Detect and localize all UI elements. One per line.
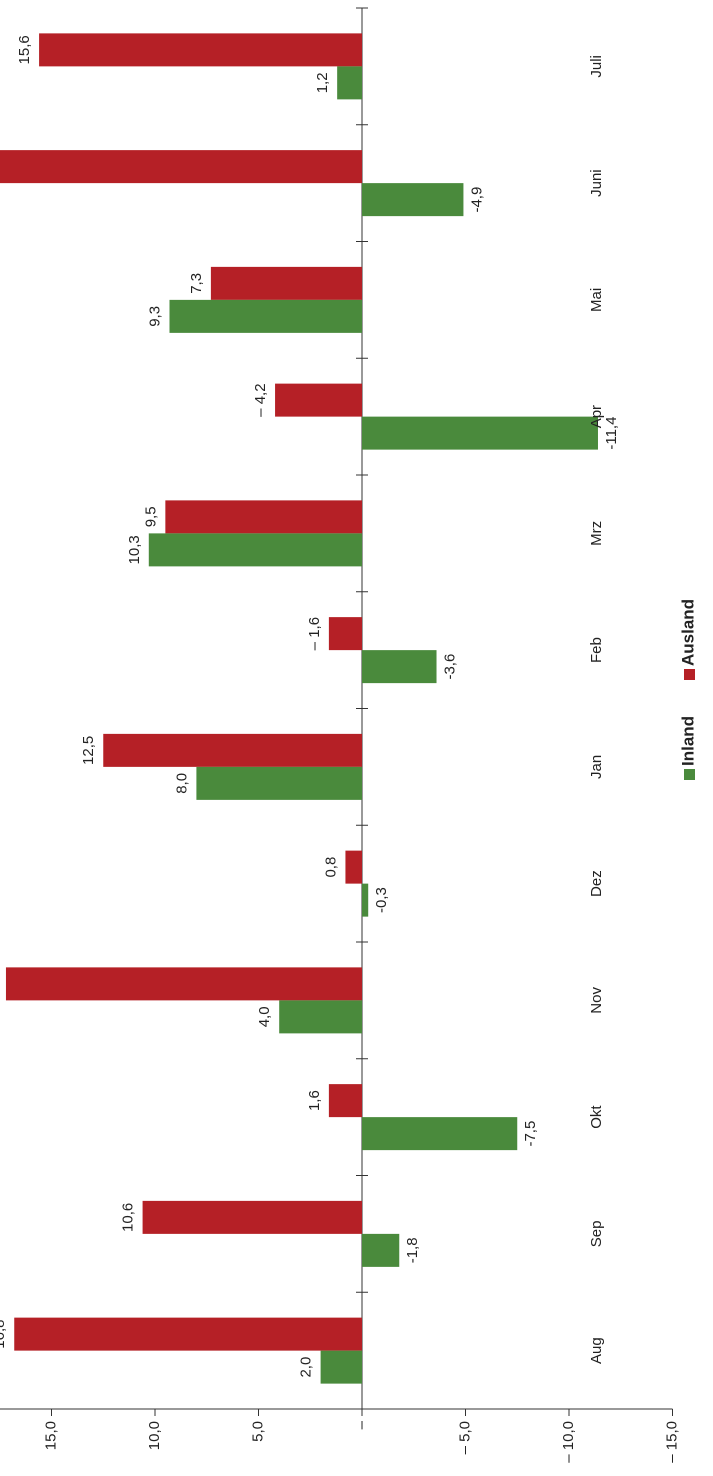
bar-ausland	[142, 1200, 362, 1234]
data-label-inland: 2,0	[298, 1357, 315, 1378]
bar-inland	[169, 299, 362, 333]
legend-swatch-ausland	[684, 669, 695, 680]
bar-ausland	[328, 617, 362, 651]
bar-inland	[279, 1000, 362, 1034]
data-label-inland: -3,6	[441, 654, 458, 680]
legend-swatch-inland	[684, 769, 695, 780]
data-label-inland: -7,5	[522, 1121, 539, 1147]
value-tick-label: – 5,0	[456, 1421, 473, 1454]
value-axis-ticks	[51, 1409, 673, 1416]
data-label-inland: -0,3	[373, 887, 390, 913]
bar-inland	[362, 883, 369, 917]
bar-ausland	[39, 33, 362, 67]
data-label-inland: 1,2	[314, 72, 331, 93]
data-label-ausland: 0,8	[322, 857, 339, 878]
data-label-ausland: 10,6	[120, 1203, 137, 1232]
value-axis-tick-labels: – 15,0– 10,0– 5,0–5,010,015,020,025,0	[42, 1420, 680, 1463]
value-tick-label: 5,0	[249, 1421, 266, 1442]
category-label: Sep	[588, 1221, 605, 1248]
bar-ausland	[0, 150, 362, 184]
category-label: Dez	[588, 870, 605, 897]
data-label-ausland: – 4,2	[252, 383, 269, 416]
bar-inland	[362, 1233, 400, 1267]
category-label: Mrz	[588, 521, 605, 546]
bar-inland	[362, 1117, 518, 1151]
data-label-inland: 4,0	[256, 1006, 273, 1027]
data-label-inland: 10,3	[126, 535, 143, 564]
category-axis-ticks	[356, 7, 368, 1410]
data-label-inland: -4,9	[468, 187, 485, 213]
category-label: Mai	[588, 288, 605, 312]
bar-inland	[362, 416, 598, 450]
data-label-ausland: 12,5	[80, 736, 97, 765]
legend: Inland Ausland	[678, 599, 697, 780]
bar-ausland	[14, 1317, 363, 1351]
category-label: Nov	[588, 987, 605, 1014]
data-label-ausland: 1,6	[306, 1090, 323, 1111]
bar-ausland	[5, 967, 363, 1001]
bar-inland	[337, 66, 362, 100]
data-label-ausland: 15,6	[16, 35, 33, 64]
bar-ausland	[165, 500, 362, 534]
data-label-inland: -11,4	[603, 417, 620, 450]
category-label: Juni	[588, 169, 605, 197]
bar-inland	[320, 1350, 362, 1384]
data-label-ausland: 7,3	[188, 273, 205, 294]
data-label-ausland: 9,5	[142, 506, 159, 527]
category-label: Apr	[588, 405, 605, 428]
data-label-inland: 9,3	[146, 306, 163, 327]
value-tick-label: –	[353, 1420, 370, 1429]
bar-ausland	[210, 266, 362, 300]
category-label: Jan	[588, 755, 605, 779]
value-tick-label: 10,0	[146, 1421, 163, 1450]
data-label-ausland: – 1,6	[306, 617, 323, 650]
category-label: Okt	[588, 1105, 605, 1129]
data-label-inland: 8,0	[173, 773, 190, 794]
category-label: Aug	[588, 1337, 605, 1364]
bar-inland	[148, 533, 362, 567]
bar-inland	[362, 650, 437, 684]
bar-ausland	[275, 383, 362, 417]
bar-inland	[362, 183, 464, 217]
bar-ausland	[328, 1084, 362, 1118]
data-label-ausland: 16,8	[0, 1320, 8, 1349]
value-tick-label: 15,0	[42, 1421, 59, 1450]
category-label: Feb	[588, 637, 605, 663]
category-labels: Aug Sep Okt Nov Dez Jan Feb Mrz Apr Mai Juni Juli	[588, 55, 605, 1364]
data-label-inland: -1,8	[404, 1237, 421, 1263]
bars	[0, 33, 598, 1384]
bar-inland	[196, 766, 362, 800]
bar-ausland	[345, 850, 362, 884]
value-tick-label: – 10,0	[560, 1421, 577, 1463]
data-labels: 16,82,010,6-1,81,6-7,517,24,00,8-0,312,5…	[0, 35, 620, 1377]
value-tick-label: – 15,0	[663, 1421, 680, 1463]
legend-label-inland: Inland	[678, 716, 697, 766]
legend-label-ausland: Ausland	[678, 599, 697, 666]
bar-ausland	[103, 733, 362, 767]
category-label: Juli	[588, 55, 605, 78]
